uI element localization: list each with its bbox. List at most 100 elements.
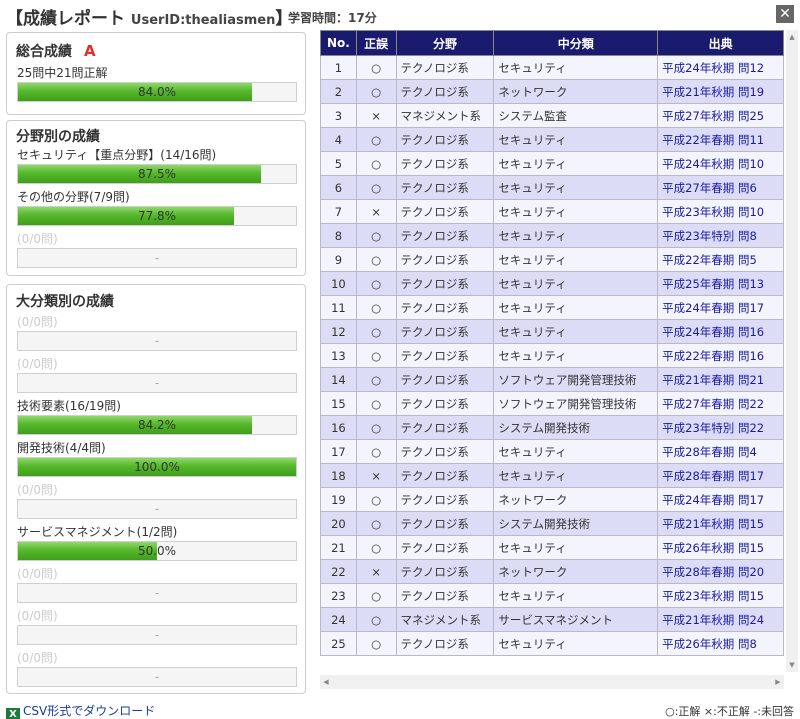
category-item-label: 開発技術(4/4問) bbox=[17, 441, 106, 455]
close-button[interactable]: ✕ bbox=[776, 5, 794, 23]
table-row[interactable]: 18 × テクノロジ系 セキュリティ 平成28年春期 問17 bbox=[320, 463, 784, 488]
results-table-container[interactable]: No. 正誤 分野 中分類 出典 1 ○ テクノロジ系 セキュリティ 平成24年秋期 問… bbox=[320, 30, 784, 657]
category-item-bar: 50.0% bbox=[17, 541, 297, 561]
cell-subcategory: セキュリティ bbox=[493, 295, 659, 320]
field-item-label: (0/0問) bbox=[17, 232, 58, 246]
cell-source[interactable]: 平成21年春期 問21 bbox=[657, 367, 784, 392]
cell-no: 9 bbox=[320, 247, 357, 272]
cell-source[interactable]: 平成24年春期 問17 bbox=[657, 295, 784, 320]
cell-source[interactable]: 平成22年春期 問5 bbox=[657, 247, 784, 272]
col-header-field[interactable]: 分野 bbox=[395, 30, 495, 56]
table-row[interactable]: 12 ○ テクノロジ系 セキュリティ 平成24年春期 問16 bbox=[320, 319, 784, 344]
cell-no: 6 bbox=[320, 175, 357, 200]
overall-panel: 総合成績 A 25問中21問正解 84.0% bbox=[6, 32, 306, 115]
table-row[interactable]: 21 ○ テクノロジ系 セキュリティ 平成26年秋期 問15 bbox=[320, 535, 784, 560]
field-item-bar: 77.8% bbox=[17, 206, 297, 226]
cell-no: 23 bbox=[320, 583, 357, 608]
report-title-close-bracket: 】 bbox=[275, 9, 293, 29]
cell-source[interactable]: 平成24年秋期 問10 bbox=[657, 151, 784, 176]
results-table: No. 正誤 分野 中分類 出典 1 ○ テクノロジ系 セキュリティ 平成24年秋期 問… bbox=[320, 30, 784, 656]
col-header-no[interactable]: No. bbox=[320, 30, 357, 56]
scroll-down-arrow-icon[interactable]: ▼ bbox=[789, 661, 795, 669]
cell-source[interactable]: 平成27年春期 問6 bbox=[657, 175, 784, 200]
table-row[interactable]: 20 ○ テクノロジ系 システム開発技術 平成21年秋期 問15 bbox=[320, 511, 784, 536]
scroll-left-arrow-icon[interactable]: ◀ bbox=[323, 678, 329, 686]
cell-source[interactable]: 平成22年春期 問11 bbox=[657, 127, 784, 152]
cell-source[interactable]: 平成23年秋期 問10 bbox=[657, 199, 784, 224]
table-row[interactable]: 15 ○ テクノロジ系 ソフトウェア開発管理技術 平成27年春期 問22 bbox=[320, 391, 784, 416]
field-item-fill bbox=[18, 207, 235, 225]
cell-subcategory: セキュリティ bbox=[493, 127, 659, 152]
cell-source[interactable]: 平成26年秋期 問8 bbox=[657, 631, 784, 656]
csv-download-link[interactable]: X CSV形式でダウンロード bbox=[6, 702, 155, 719]
table-row[interactable]: 25 ○ テクノロジ系 セキュリティ 平成26年秋期 問8 bbox=[320, 631, 784, 656]
table-row[interactable]: 2 ○ テクノロジ系 ネットワーク 平成21年秋期 問19 bbox=[320, 79, 784, 104]
study-time: 学習時間：17分 bbox=[288, 11, 377, 25]
cell-source[interactable]: 平成28年春期 問20 bbox=[657, 559, 784, 584]
table-row[interactable]: 17 ○ テクノロジ系 セキュリティ 平成28年春期 問4 bbox=[320, 439, 784, 464]
table-row[interactable]: 19 ○ テクノロジ系 ネットワーク 平成24年春期 問17 bbox=[320, 487, 784, 512]
cell-source[interactable]: 平成28年春期 問4 bbox=[657, 439, 784, 464]
table-row[interactable]: 7 × テクノロジ系 セキュリティ 平成23年秋期 問10 bbox=[320, 199, 784, 224]
cell-field: テクノロジ系 bbox=[395, 247, 495, 272]
table-row[interactable]: 5 ○ テクノロジ系 セキュリティ 平成24年秋期 問10 bbox=[320, 151, 784, 176]
scroll-right-arrow-icon[interactable]: ▶ bbox=[775, 678, 781, 686]
col-header-subcategory[interactable]: 中分類 bbox=[493, 30, 659, 56]
category-item-percent: - bbox=[154, 628, 160, 642]
table-row[interactable]: 13 ○ テクノロジ系 セキュリティ 平成22年春期 問16 bbox=[320, 343, 784, 368]
table-row[interactable]: 3 × マネジメント系 システム監査 平成27年秋期 問25 bbox=[320, 103, 784, 128]
cell-result: ○ bbox=[355, 343, 397, 368]
cell-result: ○ bbox=[355, 295, 397, 320]
cell-subcategory: セキュリティ bbox=[493, 55, 659, 80]
cell-result: × bbox=[355, 463, 397, 488]
cell-source[interactable]: 平成21年秋期 問24 bbox=[657, 607, 784, 632]
table-row[interactable]: 24 ○ マネジメント系 サービスマネジメント 平成21年秋期 問24 bbox=[320, 607, 784, 632]
cell-subcategory: ネットワーク bbox=[493, 487, 659, 512]
horizontal-scrollbar[interactable]: ◀ ▶ bbox=[320, 675, 784, 689]
field-item-label: セキュリティ【重点分野】(14/16問) bbox=[17, 148, 217, 162]
table-row[interactable]: 11 ○ テクノロジ系 セキュリティ 平成24年春期 問17 bbox=[320, 295, 784, 320]
col-header-result[interactable]: 正誤 bbox=[355, 30, 397, 56]
cell-source[interactable]: 平成27年春期 問22 bbox=[657, 391, 784, 416]
table-row[interactable]: 1 ○ テクノロジ系 セキュリティ 平成24年秋期 問12 bbox=[320, 55, 784, 80]
cell-source[interactable]: 平成22年春期 問16 bbox=[657, 343, 784, 368]
category-item-label: (0/0問) bbox=[17, 483, 58, 497]
result-legend: ○:正解 ×:不正解 -:未回答 bbox=[665, 705, 794, 718]
cell-source[interactable]: 平成28年春期 問17 bbox=[657, 463, 784, 488]
cell-source[interactable]: 平成24年秋期 問12 bbox=[657, 55, 784, 80]
cell-no: 2 bbox=[320, 79, 357, 104]
cell-source[interactable]: 平成21年秋期 問19 bbox=[657, 79, 784, 104]
cell-no: 13 bbox=[320, 343, 357, 368]
category-item-label: (0/0問) bbox=[17, 651, 58, 665]
table-row[interactable]: 8 ○ テクノロジ系 セキュリティ 平成23年特別 問8 bbox=[320, 223, 784, 248]
cell-source[interactable]: 平成24年春期 問17 bbox=[657, 487, 784, 512]
cell-source[interactable]: 平成27年秋期 問25 bbox=[657, 103, 784, 128]
overall-title: 総合成績 A bbox=[16, 41, 96, 61]
table-row[interactable]: 9 ○ テクノロジ系 セキュリティ 平成22年春期 問5 bbox=[320, 247, 784, 272]
cell-subcategory: セキュリティ bbox=[493, 223, 659, 248]
cell-source[interactable]: 平成23年特別 問22 bbox=[657, 415, 784, 440]
cell-source[interactable]: 平成24年春期 問16 bbox=[657, 319, 784, 344]
cell-source[interactable]: 平成23年秋期 問15 bbox=[657, 583, 784, 608]
field-item-label: その他の分野(7/9問) bbox=[17, 190, 130, 204]
cell-subcategory: セキュリティ bbox=[493, 271, 659, 296]
table-row[interactable]: 16 ○ テクノロジ系 システム開発技術 平成23年特別 問22 bbox=[320, 415, 784, 440]
category-title: 大分類別の成績 bbox=[16, 294, 114, 310]
vertical-scrollbar[interactable]: ▲ ▼ bbox=[786, 30, 798, 672]
cell-source[interactable]: 平成26年秋期 問15 bbox=[657, 535, 784, 560]
category-item-label: 技術要素(16/19問) bbox=[17, 399, 121, 413]
table-row[interactable]: 10 ○ テクノロジ系 セキュリティ 平成25年春期 問13 bbox=[320, 271, 784, 296]
table-row[interactable]: 23 ○ テクノロジ系 セキュリティ 平成23年秋期 問15 bbox=[320, 583, 784, 608]
cell-source[interactable]: 平成23年特別 問8 bbox=[657, 223, 784, 248]
table-row[interactable]: 4 ○ テクノロジ系 セキュリティ 平成22年春期 問11 bbox=[320, 127, 784, 152]
cell-result: × bbox=[355, 103, 397, 128]
cell-source[interactable]: 平成25年春期 問13 bbox=[657, 271, 784, 296]
table-row[interactable]: 22 × テクノロジ系 ネットワーク 平成28年春期 問20 bbox=[320, 559, 784, 584]
table-row[interactable]: 14 ○ テクノロジ系 ソフトウェア開発管理技術 平成21年春期 問21 bbox=[320, 367, 784, 392]
cell-field: テクノロジ系 bbox=[395, 127, 495, 152]
col-header-source[interactable]: 出典 bbox=[657, 30, 784, 56]
scroll-up-arrow-icon[interactable]: ▲ bbox=[789, 33, 795, 41]
cell-subcategory: ソフトウェア開発管理技術 bbox=[493, 391, 659, 416]
table-row[interactable]: 6 ○ テクノロジ系 セキュリティ 平成27年春期 問6 bbox=[320, 175, 784, 200]
cell-source[interactable]: 平成21年秋期 問15 bbox=[657, 511, 784, 536]
